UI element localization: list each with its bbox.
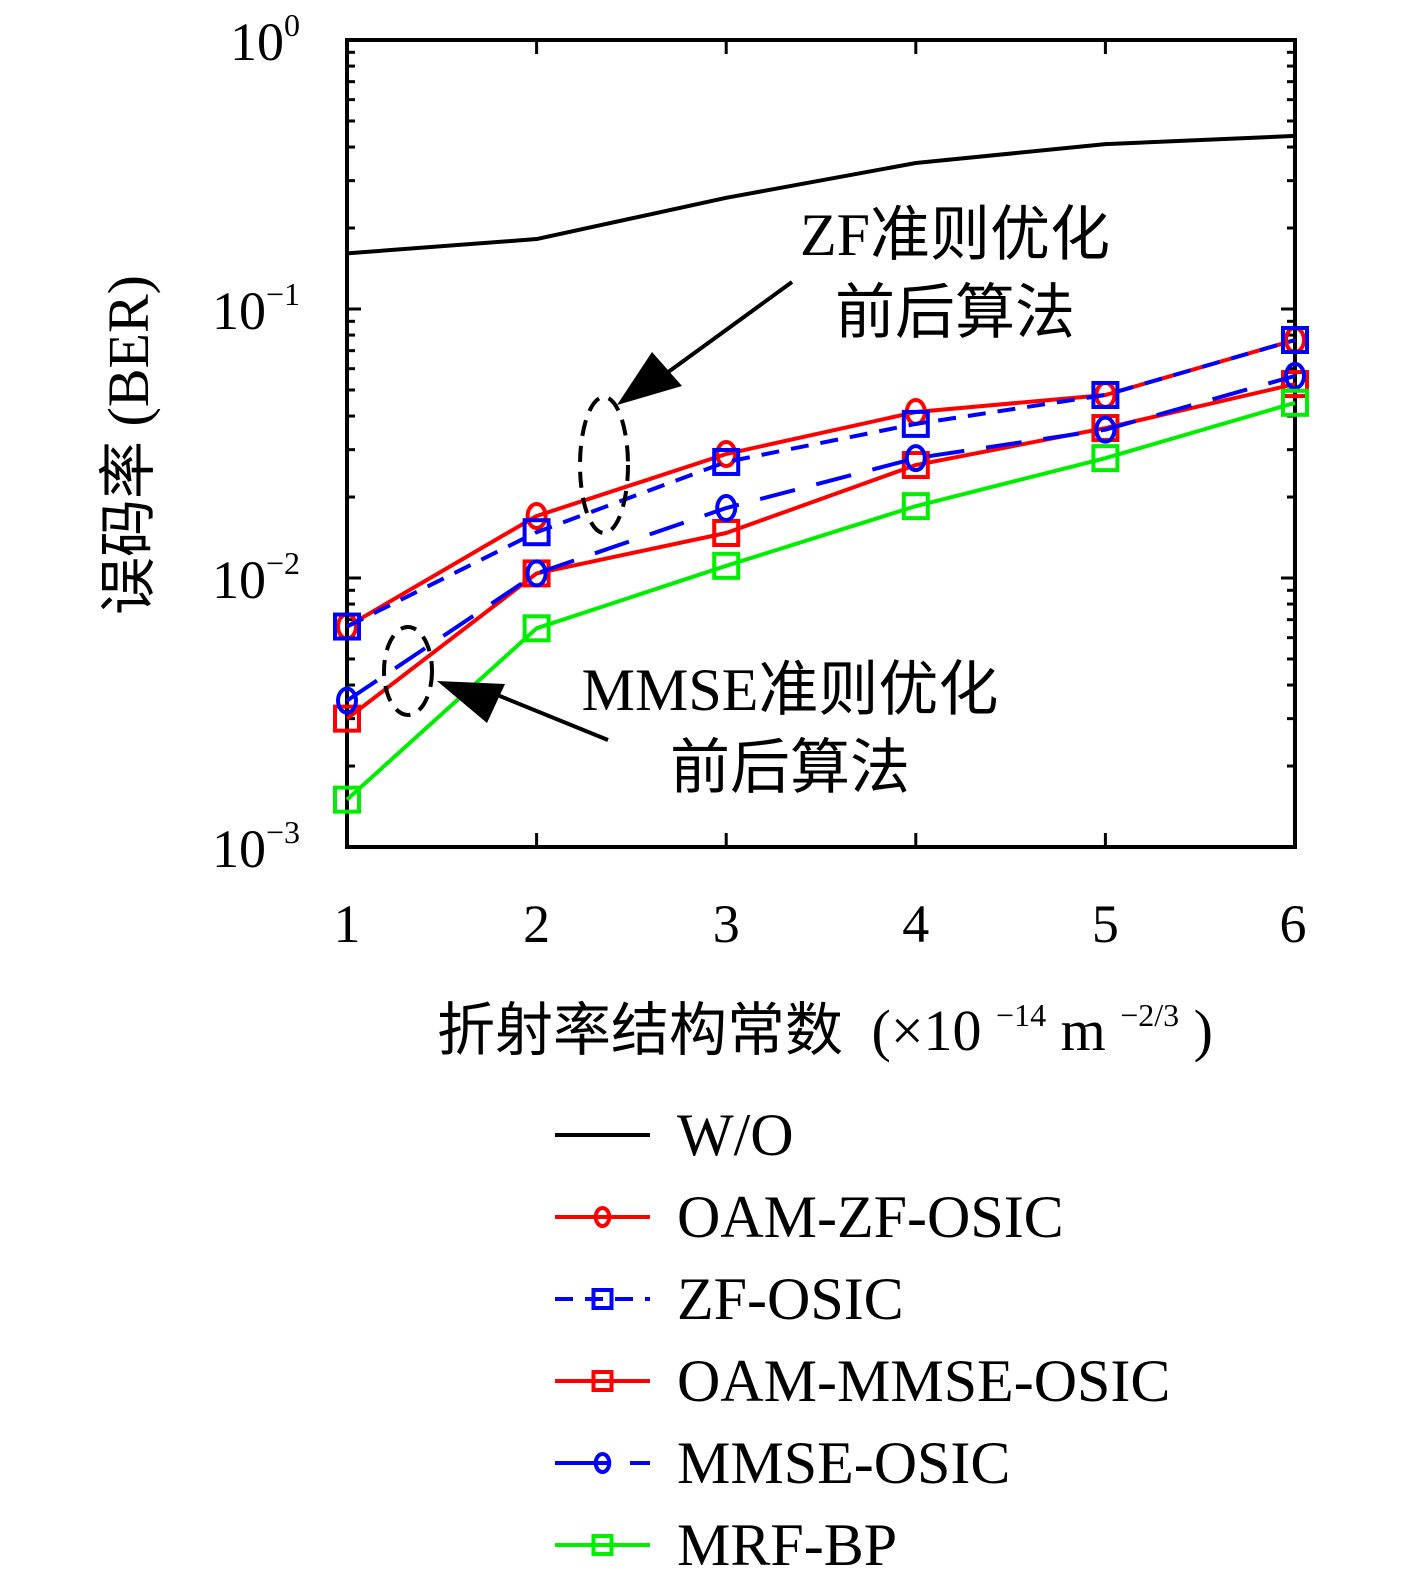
series-line bbox=[346, 338, 1296, 629]
mmse-arrow-head bbox=[437, 681, 505, 723]
x-tick-label: 2 bbox=[523, 894, 550, 954]
circle-marker bbox=[715, 494, 738, 523]
legend-item: MMSE-OSIC bbox=[555, 1430, 1010, 1496]
series-w-o bbox=[346, 133, 1296, 256]
legend-label: W/O bbox=[677, 1102, 794, 1168]
x-tick-label: 4 bbox=[902, 894, 929, 954]
square-marker bbox=[333, 785, 361, 814]
legend-label: OAM-ZF-OSIC bbox=[677, 1184, 1064, 1250]
y-tick-label: 10−3 bbox=[212, 814, 300, 879]
y-tick-base: 10 bbox=[230, 12, 284, 72]
y-tick-base: 10 bbox=[212, 281, 266, 341]
x-axis-ticks: 1 2 3 4 5 6 bbox=[334, 40, 1307, 954]
series-mmse-osic bbox=[336, 361, 1306, 715]
legend-item: ZF-OSIC bbox=[555, 1266, 904, 1332]
x-axis-title-exp2: −2/3 bbox=[1120, 997, 1179, 1033]
x-axis-title-exp1: −14 bbox=[996, 997, 1046, 1033]
series-line bbox=[345, 382, 1296, 721]
y-tick-exponent: −3 bbox=[266, 814, 300, 850]
series-line bbox=[345, 373, 1296, 703]
square-marker bbox=[712, 447, 741, 476]
x-axis-title-close: ) bbox=[1194, 998, 1213, 1063]
series-layer bbox=[333, 133, 1309, 814]
y-tick-label: 10−1 bbox=[212, 276, 300, 341]
square-marker bbox=[591, 1370, 614, 1392]
circle-marker bbox=[1284, 361, 1306, 390]
y-tick-label: 10−2 bbox=[212, 545, 300, 610]
zf-annotation-line-1: ZF准则优化 bbox=[800, 202, 1110, 268]
square-marker bbox=[522, 518, 551, 547]
square-marker bbox=[901, 492, 930, 521]
y-tick-exponent: 0 bbox=[284, 7, 300, 43]
y-axis-title: 误码率 (BER) bbox=[96, 275, 161, 615]
square-marker bbox=[1091, 444, 1120, 473]
y-tick-base: 10 bbox=[212, 819, 266, 879]
legend-label: MRF-BP bbox=[677, 1512, 897, 1578]
square-marker bbox=[1091, 380, 1120, 409]
series-line bbox=[345, 400, 1296, 802]
x-axis-title-open: (×10 bbox=[872, 998, 982, 1063]
legend-item: OAM-ZF-OSIC bbox=[555, 1184, 1064, 1250]
circle-marker bbox=[525, 502, 548, 531]
legend-item: W/O bbox=[555, 1102, 794, 1168]
plot-frame bbox=[345, 38, 1297, 849]
square-marker bbox=[901, 409, 930, 438]
legend-item: OAM-MMSE-OSIC bbox=[555, 1348, 1170, 1414]
square-marker bbox=[333, 612, 361, 641]
square-marker bbox=[1281, 325, 1309, 354]
square-marker bbox=[712, 551, 741, 580]
x-tick-label: 1 bbox=[334, 894, 361, 954]
square-marker bbox=[1281, 370, 1309, 399]
series-zf-osic bbox=[333, 325, 1309, 641]
legend-label: OAM-MMSE-OSIC bbox=[677, 1348, 1170, 1414]
square-marker bbox=[591, 1288, 614, 1310]
circle-marker bbox=[593, 1452, 612, 1474]
y-tick-base: 10 bbox=[212, 550, 266, 610]
y-tick-exponent: −2 bbox=[266, 545, 300, 581]
zf-highlight-ellipse bbox=[578, 395, 630, 535]
legend-label: MMSE-OSIC bbox=[677, 1430, 1010, 1496]
square-marker bbox=[333, 704, 361, 733]
circle-marker bbox=[1094, 415, 1117, 444]
series-line bbox=[346, 133, 1296, 256]
mmse-arrow-shaft bbox=[484, 688, 609, 742]
mmse-annotation-line-2: 前后算法 bbox=[670, 735, 910, 801]
circle-marker bbox=[593, 1206, 612, 1228]
series-line bbox=[345, 338, 1296, 629]
x-axis-title: 折射率结构常数 (×10 −14 m −2/3 ) bbox=[437, 974, 1213, 1063]
square-marker bbox=[901, 451, 930, 480]
x-tick-label: 5 bbox=[1092, 894, 1119, 954]
zf-arrow-shaft bbox=[658, 280, 794, 380]
x-tick-label: 6 bbox=[1280, 894, 1307, 954]
legend: W/O OAM-ZF-OSIC ZF-OSIC OAM-MMSE-OSIC MMSE-O… bbox=[555, 1102, 1170, 1578]
x-axis-title-unit: m bbox=[1061, 998, 1106, 1063]
zf-arrow-head bbox=[617, 352, 682, 405]
legend-item: MRF-BP bbox=[555, 1512, 897, 1578]
zf-annotation-line-2: 前后算法 bbox=[835, 280, 1075, 346]
square-marker bbox=[1281, 388, 1309, 417]
x-tick-label: 3 bbox=[713, 894, 740, 954]
axis-titles: 误码率 (BER) 折射率结构常数 (×10 −14 m −2/3 ) bbox=[96, 275, 1213, 1063]
y-tick-exponent: −1 bbox=[266, 276, 300, 312]
mmse-annotation-line-1: MMSE准则优化 bbox=[582, 657, 999, 723]
square-marker bbox=[591, 1534, 614, 1556]
square-marker bbox=[522, 614, 551, 643]
circle-marker bbox=[904, 444, 927, 473]
circle-marker bbox=[525, 559, 548, 588]
series-oam-mmse-osic bbox=[333, 370, 1309, 733]
x-axis-title-cjk: 折射率结构常数 bbox=[437, 998, 843, 1063]
legend-label: ZF-OSIC bbox=[677, 1266, 904, 1332]
circle-marker bbox=[715, 440, 738, 469]
circle-marker bbox=[336, 686, 358, 715]
series-mrf-bp bbox=[333, 388, 1309, 814]
y-tick-label: 100 bbox=[230, 7, 300, 72]
annotation-layer: ZF准则优化 前后算法 MMSE准则优化 前后算法 bbox=[382, 202, 1110, 801]
mmse-highlight-ellipse bbox=[382, 625, 434, 717]
plot-border bbox=[345, 38, 1297, 849]
